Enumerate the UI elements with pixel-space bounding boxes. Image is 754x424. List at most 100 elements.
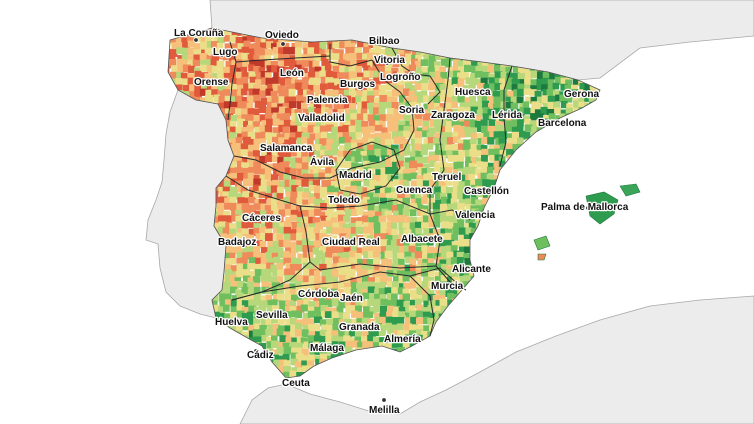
municipality-cell [211, 89, 219, 98]
municipality-cell [439, 84, 447, 91]
municipality-cell [409, 85, 417, 93]
municipality-cell [344, 258, 353, 267]
municipality-cell [463, 253, 471, 261]
municipality-cell [417, 208, 425, 217]
municipality-cell [332, 65, 340, 73]
city-label-cadiz: Cádiz [247, 350, 274, 361]
municipality-cell [332, 283, 340, 291]
municipality-cell [247, 131, 255, 140]
municipality-cell [243, 178, 250, 187]
municipality-cell [297, 168, 306, 177]
municipality-cell [223, 304, 230, 312]
municipality-cell [506, 90, 514, 98]
city-marker-granada [355, 323, 361, 329]
municipality-cell [249, 192, 257, 200]
municipality-cell [374, 298, 381, 307]
municipality-cell [396, 71, 405, 80]
region-borders [225, 41, 513, 337]
municipality-cell [271, 349, 279, 356]
municipality-cell [224, 126, 232, 135]
municipality-cell [240, 257, 248, 265]
municipality-cell [428, 210, 436, 218]
municipality-cell [325, 251, 333, 259]
city-marker-lugo [219, 52, 225, 58]
municipality-cell [319, 49, 327, 58]
municipality-cell [481, 161, 489, 170]
municipality-cell [265, 328, 273, 336]
municipality-cell [408, 330, 417, 338]
municipality-cell [302, 173, 310, 181]
municipality-cell [313, 53, 322, 62]
municipality-cell [463, 234, 471, 242]
municipality-cell [427, 277, 435, 284]
municipality-cell [374, 148, 382, 157]
municipality-cell [457, 106, 465, 115]
municipality-cell [273, 256, 280, 264]
municipality-cell [506, 133, 515, 140]
municipality-cell [242, 252, 250, 260]
municipality-cell [445, 179, 453, 186]
municipality-cell [240, 76, 249, 85]
city-marker-zaragoza [447, 111, 453, 117]
municipality-cell [459, 234, 466, 243]
municipality-cell [405, 234, 413, 242]
municipality-cell [464, 120, 472, 129]
municipality-cell [379, 264, 386, 272]
municipality-cell [427, 172, 435, 180]
municipality-cell [219, 196, 228, 204]
municipality-cell [344, 67, 352, 75]
municipality-cell [230, 96, 238, 104]
municipality-cell [261, 335, 269, 342]
municipality-cell [363, 179, 372, 187]
municipality-cell [474, 115, 483, 123]
municipality-cell [429, 160, 437, 167]
municipality-cell [265, 312, 273, 320]
municipality-cell [296, 232, 303, 241]
municipality-cell [243, 173, 251, 181]
municipality-cell [392, 161, 400, 170]
municipality-cell [282, 161, 290, 169]
municipality-cell [333, 318, 341, 326]
municipality-cell [295, 163, 303, 171]
municipality-cell [279, 173, 287, 181]
municipality-cell [313, 41, 321, 49]
municipality-cell [182, 42, 190, 50]
municipality-cell [356, 167, 364, 174]
municipality-cell [369, 293, 376, 301]
municipality-cell [315, 71, 323, 79]
municipality-cell [312, 179, 320, 188]
municipality-cell [200, 60, 207, 68]
municipality-cell [272, 324, 281, 332]
municipality-cell [302, 325, 310, 333]
municipality-cell [249, 161, 257, 169]
municipality-cell [264, 60, 272, 69]
municipality-cell [397, 347, 405, 355]
municipality-cell [445, 90, 453, 99]
municipality-cell [422, 120, 430, 129]
municipality-cell [211, 65, 219, 73]
municipality-cell [303, 251, 310, 260]
municipality-cell [325, 220, 333, 228]
municipality-cell [457, 191, 464, 200]
municipality-cell [560, 100, 568, 109]
municipality-cell [368, 281, 375, 290]
municipality-cell [380, 132, 387, 140]
municipality-cell [291, 257, 298, 265]
municipality-cell [447, 193, 455, 201]
municipality-cell [296, 244, 304, 252]
municipality-cell [336, 262, 345, 270]
municipality-cell [332, 173, 340, 182]
municipality-cell [288, 137, 297, 145]
municipality-cell [421, 268, 430, 277]
municipality-cell [440, 72, 448, 80]
municipality-cell [218, 186, 227, 194]
municipality-cell [477, 61, 486, 70]
municipality-cell [451, 173, 458, 180]
municipality-cell [225, 61, 233, 68]
municipality-cell [474, 71, 483, 78]
municipality-cell [338, 160, 345, 168]
municipality-cell [211, 222, 220, 230]
municipality-cell [393, 329, 401, 338]
municipality-cell [181, 78, 188, 86]
municipality-cell [529, 89, 537, 96]
